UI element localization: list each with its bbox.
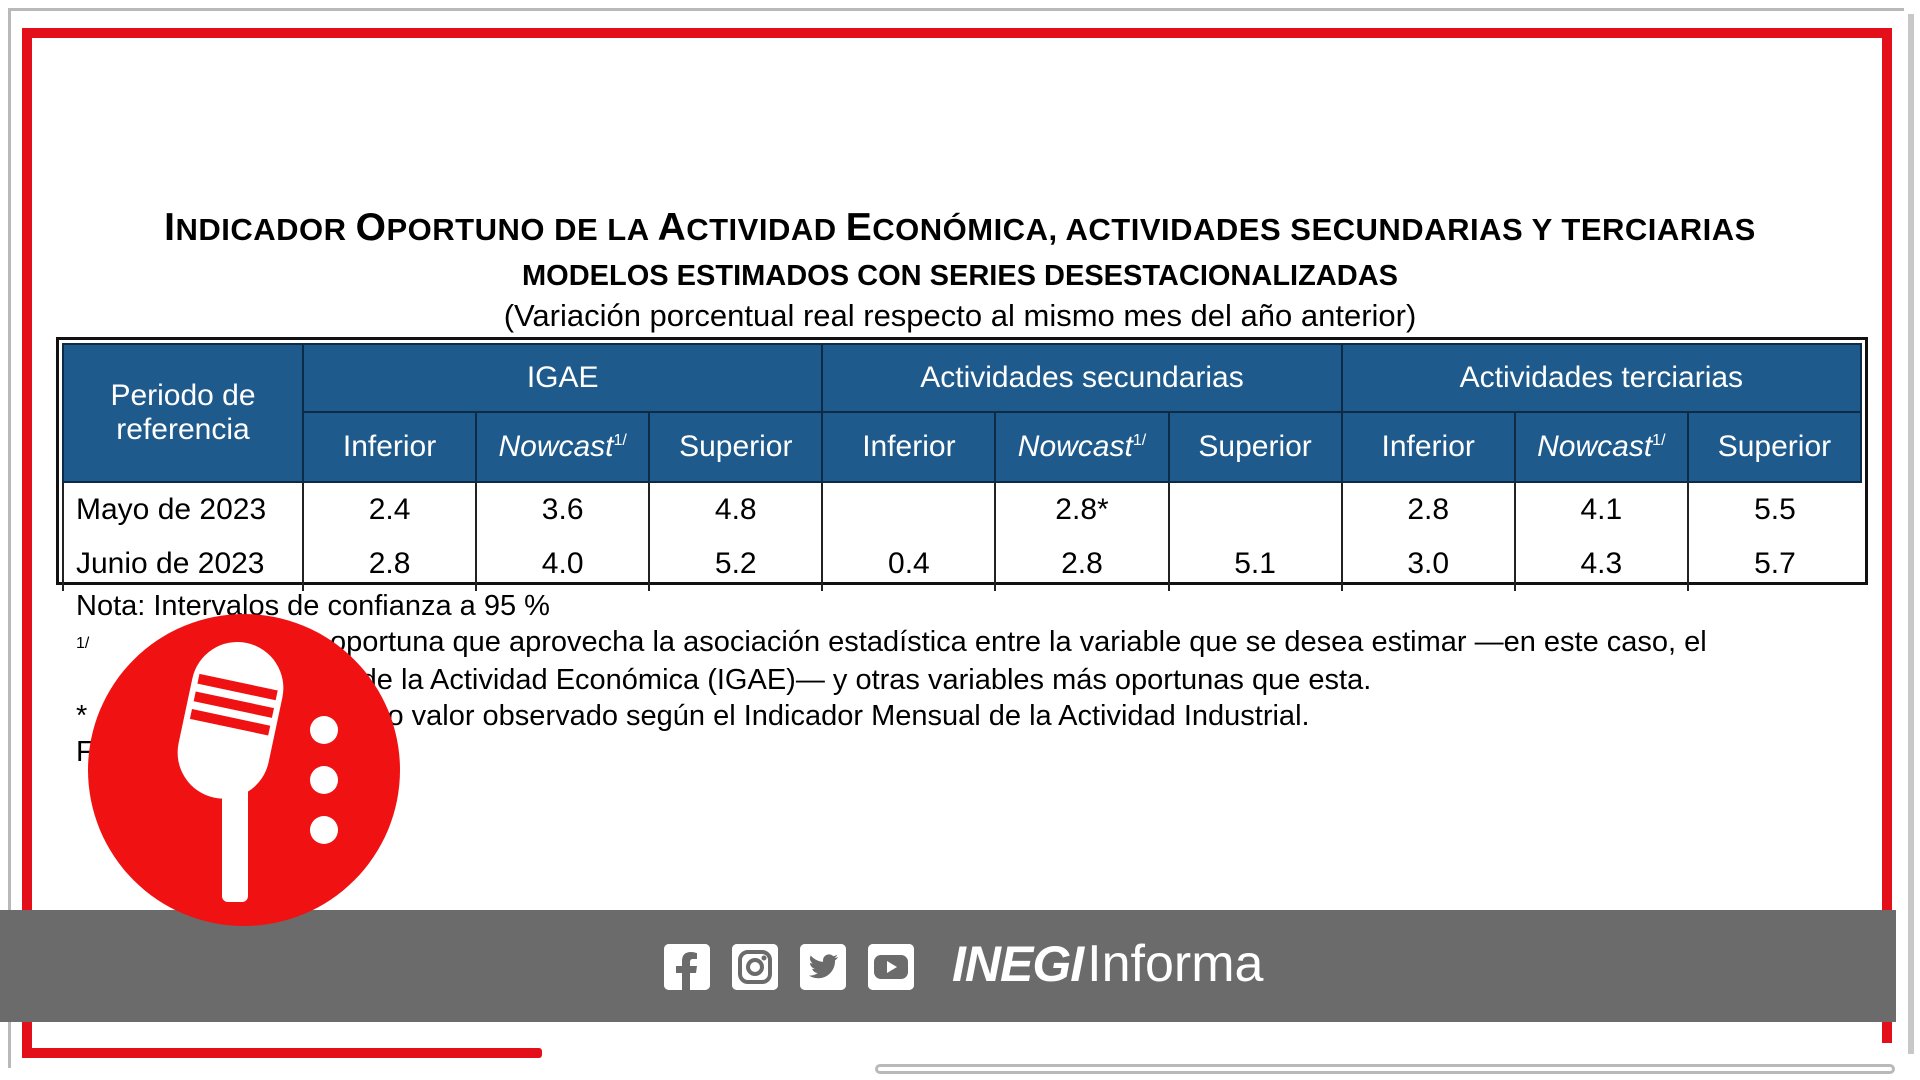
table-row: Junio de 2023 2.8 4.0 5.2 0.4 2.8 5.1 3.… bbox=[62, 537, 1861, 591]
note-footnote-1: 1/ oportuna que aprovecha la asociación … bbox=[76, 624, 1862, 662]
value-cell: 5.5 bbox=[1686, 482, 1861, 537]
twitter-icon[interactable] bbox=[800, 944, 846, 990]
value-cell: 3.6 bbox=[475, 482, 650, 537]
data-table: Periodo de referencia IGAE Actividades s… bbox=[56, 337, 1868, 591]
value-cell: 0.4 bbox=[821, 537, 996, 591]
value-cell: 3.0 bbox=[1340, 537, 1515, 591]
red-frame-right bbox=[1882, 28, 1892, 1043]
footnote-text-line1: oportuna que aprovecha la asociación est… bbox=[330, 626, 1707, 658]
brand-informa: Informa bbox=[1087, 935, 1264, 993]
outer-frame-right bbox=[1908, 14, 1914, 1054]
value-cell: 2.8 bbox=[1340, 482, 1515, 537]
brand-logo: INEGI Informa bbox=[952, 934, 1263, 994]
value-cell: 5.7 bbox=[1686, 537, 1861, 591]
facebook-icon[interactable] bbox=[664, 944, 710, 990]
title-block: INDICADOR OPORTUNO DE LA ACTIVIDAD ECONÓ… bbox=[60, 202, 1860, 338]
sub-header-nowcast: Nowcast1/ bbox=[994, 411, 1170, 483]
footnote-mark: 1/ bbox=[76, 635, 90, 652]
red-frame-top bbox=[22, 28, 1892, 38]
value-cell: 2.4 bbox=[301, 482, 477, 537]
footnote-text-line2: al de la Actividad Económica (IGAE)— y o… bbox=[330, 664, 1372, 696]
sub-header-nowcast: Nowcast1/ bbox=[475, 411, 651, 483]
value-cell bbox=[1167, 482, 1342, 537]
footer-bar bbox=[0, 910, 1896, 1022]
value-cell: 4.3 bbox=[1513, 537, 1688, 591]
group-header-igae: IGAE bbox=[301, 343, 824, 413]
table-row: Mayo de 2023 2.4 3.6 4.8 2.8* 2.8 4.1 5.… bbox=[62, 482, 1861, 537]
value-cell bbox=[821, 482, 996, 537]
note-footnote-2: * mo valor observado según el Indicador M… bbox=[76, 698, 1862, 734]
notes-block: Nota: Intervalos de confianza a 95 % 1/ … bbox=[76, 588, 1862, 770]
footnote-mark: * bbox=[76, 700, 88, 732]
social-links bbox=[664, 944, 914, 990]
sub-header-superior: Superior bbox=[1686, 411, 1863, 483]
value-cell: 4.8 bbox=[648, 482, 823, 537]
sub-header-inferior: Inferior bbox=[1340, 411, 1516, 483]
value-cell: 4.1 bbox=[1513, 482, 1688, 537]
grey-frame-bottom bbox=[875, 1064, 1895, 1074]
sub-header-nowcast: Nowcast1/ bbox=[1513, 411, 1689, 483]
value-cell: 2.8 bbox=[301, 537, 477, 591]
value-cell: 5.2 bbox=[648, 537, 823, 591]
group-header-secundarias: Actividades secundarias bbox=[821, 343, 1343, 413]
period-header: Periodo de referencia bbox=[62, 343, 304, 483]
value-cell: 5.1 bbox=[1167, 537, 1342, 591]
value-cell: 2.8* bbox=[994, 482, 1169, 537]
red-frame-left bbox=[22, 28, 32, 1058]
instagram-icon[interactable] bbox=[732, 944, 778, 990]
outer-frame bbox=[8, 8, 1904, 1068]
sub-header-inferior: Inferior bbox=[301, 411, 478, 483]
footnote-2-text: mo valor observado según el Indicador Me… bbox=[363, 700, 1310, 732]
sub-header-inferior: Inferior bbox=[821, 411, 997, 483]
note-confidence: Nota: Intervalos de confianza a 95 % bbox=[76, 590, 550, 622]
page-title: INDICADOR OPORTUNO DE LA ACTIVIDAD ECONÓ… bbox=[164, 206, 1756, 249]
sub-header-superior: Superior bbox=[648, 411, 824, 483]
youtube-icon[interactable] bbox=[868, 944, 914, 990]
unit-note: (Variación porcentual real respecto al m… bbox=[503, 298, 1417, 333]
page-subtitle: MODELOS ESTIMADOS CON SERIES DESESTACION… bbox=[522, 260, 1398, 292]
brand-inegi: INEGI bbox=[952, 936, 1084, 992]
value-cell: 4.0 bbox=[475, 537, 650, 591]
period-cell: Junio de 2023 bbox=[62, 537, 303, 591]
period-cell: Mayo de 2023 bbox=[62, 482, 303, 537]
sub-header-superior: Superior bbox=[1167, 411, 1343, 483]
microphone-badge-icon bbox=[86, 612, 402, 928]
value-cell: 2.8 bbox=[994, 537, 1169, 591]
group-header-terciarias: Actividades terciarias bbox=[1340, 343, 1863, 413]
red-frame-bottom bbox=[22, 1048, 542, 1058]
